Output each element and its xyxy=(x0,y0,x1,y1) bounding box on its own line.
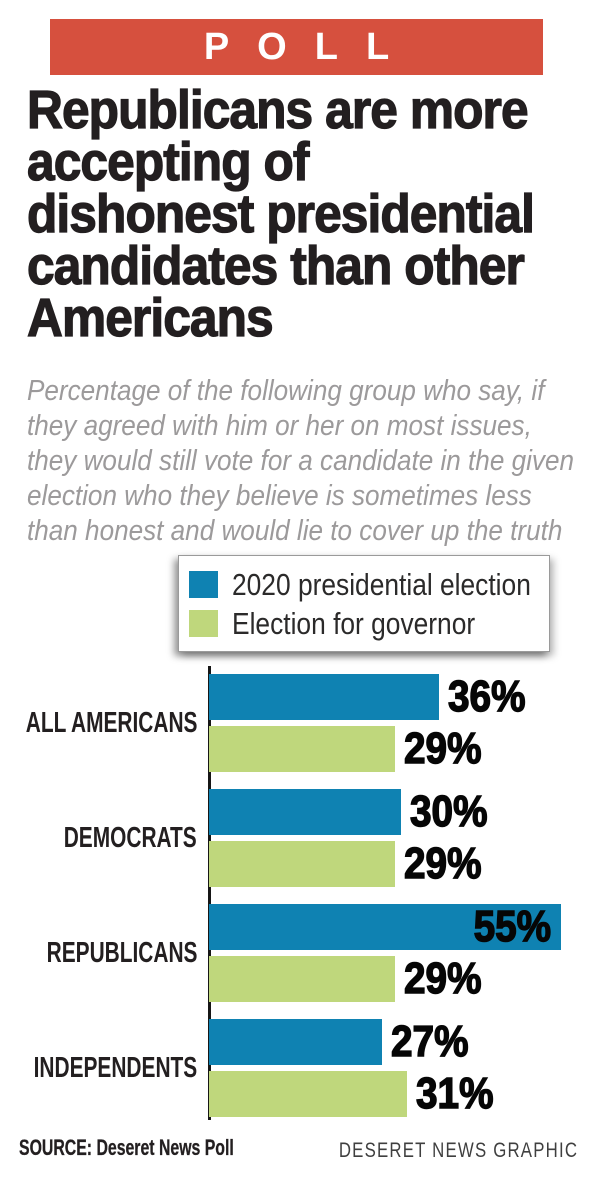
bar-row: 30% xyxy=(209,789,498,835)
legend-swatch-2020-presidential-election xyxy=(189,570,218,598)
bar-value-label: 27% xyxy=(390,1017,469,1066)
bar-value-label: 29% xyxy=(403,839,482,888)
bar-value-label: 55% xyxy=(473,902,552,951)
bar-pair: 36% 29% xyxy=(209,674,536,772)
category-cell: DEMOCRATS xyxy=(0,789,209,887)
chart-group-democrats: DEMOCRATS 30% 29% xyxy=(0,789,600,887)
category-cell: INDEPENDENTS xyxy=(0,1019,209,1117)
bar-2020-presidential-election xyxy=(209,789,401,835)
bar-value-label: 29% xyxy=(403,724,482,773)
category-cell: REPUBLICANS xyxy=(0,904,209,1002)
category-label: INDEPENDENTS xyxy=(33,1051,197,1084)
chart-group-independents: INDEPENDENTS 27% 31% xyxy=(0,1019,600,1117)
poll-banner: POLL xyxy=(50,19,543,75)
bar-row: 36% xyxy=(209,674,536,720)
category-label: REPUBLICANS xyxy=(46,936,197,969)
bar-pair: 30% 29% xyxy=(209,789,498,887)
bar-2020-presidential-election: 55% xyxy=(209,904,561,950)
legend-item-election-for-governor: Election for governor xyxy=(189,605,549,641)
chart-group-all-americans: ALL AMERICANS 36% 29% xyxy=(0,674,600,772)
legend-label: 2020 presidential election xyxy=(232,566,531,602)
chart-groups: ALL AMERICANS 36% 29% DEMOCRATS 30% 29% REPUBL… xyxy=(0,674,600,1117)
bar-row: 55% xyxy=(209,904,561,950)
bar-row: 29% xyxy=(209,956,561,1002)
bar-2020-presidential-election xyxy=(209,1019,382,1065)
legend-label: Election for governor xyxy=(232,605,476,641)
bar-row: 29% xyxy=(209,726,536,772)
category-label: ALL AMERICANS xyxy=(25,706,197,739)
bar-election-for-governor xyxy=(209,956,395,1002)
bar-2020-presidential-election xyxy=(209,674,439,720)
legend-item-2020-presidential-election: 2020 presidential election xyxy=(189,566,549,602)
subtitle: Percentage of the following group who sa… xyxy=(27,375,574,547)
bar-election-for-governor xyxy=(209,1071,407,1117)
bar-election-for-governor xyxy=(209,841,395,887)
legend-swatch-election-for-governor xyxy=(189,609,218,637)
category-label: DEMOCRATS xyxy=(63,821,197,854)
chart-axis xyxy=(208,666,211,1120)
bar-value-label: 31% xyxy=(415,1069,494,1118)
bar-chart: ALL AMERICANS 36% 29% DEMOCRATS 30% 29% REPUBL… xyxy=(0,666,600,1120)
bar-value-label: 30% xyxy=(409,787,488,836)
poll-banner-label: POLL xyxy=(203,26,418,68)
chart-group-republicans: REPUBLICANS 55% 29% xyxy=(0,904,600,1002)
bar-row: 29% xyxy=(209,841,498,887)
bar-row: 31% xyxy=(209,1071,504,1117)
category-cell: ALL AMERICANS xyxy=(0,674,209,772)
legend: 2020 presidential election Election for g… xyxy=(178,555,550,652)
bar-value-label: 36% xyxy=(447,672,526,721)
bar-row: 27% xyxy=(209,1019,504,1065)
graphic-credit: DESERET NEWS GRAPHIC xyxy=(338,1139,578,1162)
source-note: SOURCE: Deseret News Poll xyxy=(19,1135,234,1160)
headline: Republicans are more accepting of dishon… xyxy=(26,80,535,348)
bar-pair: 55% 29% xyxy=(209,904,561,1002)
bar-pair: 27% 31% xyxy=(209,1019,504,1117)
bar-value-label: 29% xyxy=(403,954,482,1003)
bar-election-for-governor xyxy=(209,726,395,772)
